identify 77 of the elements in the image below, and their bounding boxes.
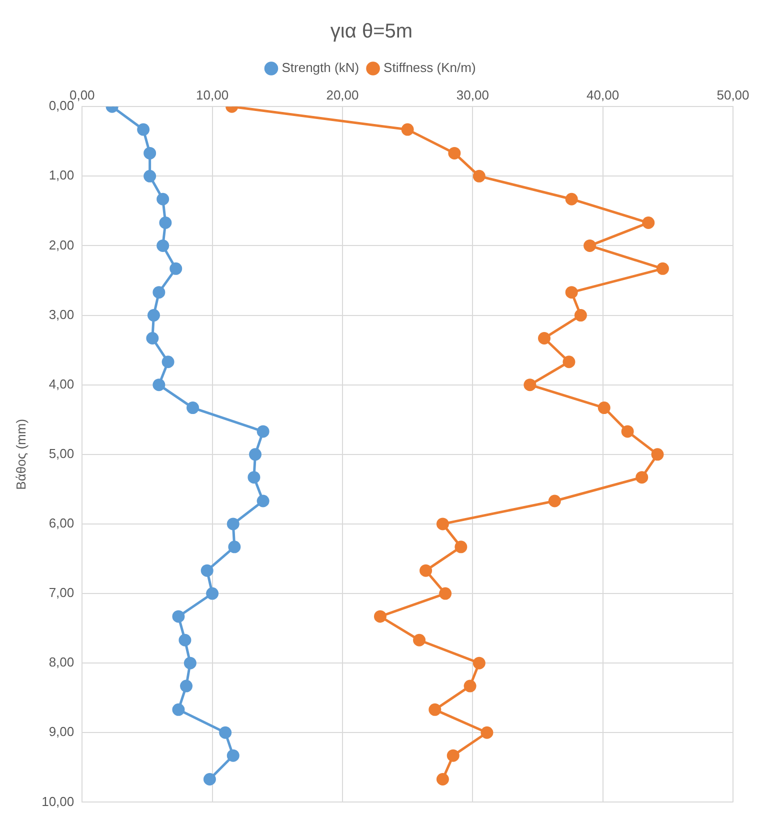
point	[159, 216, 172, 230]
x-tick-label: 10,00	[196, 87, 229, 102]
y-tick-label: 2,00	[48, 237, 74, 252]
point	[428, 703, 442, 716]
point	[472, 170, 486, 182]
x-tick-label: 30,00	[456, 87, 489, 102]
point	[156, 239, 170, 252]
point	[565, 286, 578, 299]
point	[464, 680, 476, 692]
y-tick-label: 3,00	[48, 306, 74, 322]
legend-label: Strength (kN)	[282, 60, 360, 76]
point	[448, 146, 461, 160]
point	[420, 564, 432, 577]
point	[436, 518, 449, 530]
point	[152, 286, 166, 299]
point	[219, 726, 232, 739]
point	[584, 239, 596, 252]
point	[248, 471, 260, 484]
legend-label: Stiffness (Kn/m)	[384, 60, 476, 76]
point	[147, 309, 160, 322]
y-tick-label: 9,00	[48, 724, 74, 740]
point	[170, 262, 182, 275]
point	[413, 634, 426, 646]
point	[454, 540, 468, 554]
point	[144, 170, 156, 182]
y-tick-label: 10,00	[42, 794, 74, 809]
point	[200, 564, 214, 577]
point	[401, 123, 414, 136]
point	[565, 192, 578, 206]
point	[172, 610, 185, 623]
point	[178, 634, 192, 646]
point	[172, 703, 185, 716]
point	[256, 425, 270, 438]
point	[574, 309, 587, 322]
x-tick-label: 40,00	[586, 87, 620, 102]
point	[206, 587, 219, 600]
point	[472, 656, 486, 670]
point	[156, 192, 170, 206]
point	[249, 448, 262, 461]
point	[642, 216, 655, 230]
y-tick-label: 1,00	[48, 168, 74, 183]
point	[203, 772, 216, 786]
point	[621, 425, 634, 438]
point	[144, 146, 156, 160]
point	[439, 587, 452, 600]
point	[226, 749, 240, 762]
y-tick-label: 6,00	[48, 516, 74, 531]
point	[562, 356, 576, 368]
y-tick-label: 8,00	[48, 654, 74, 670]
point	[162, 356, 174, 368]
y-tick-label: 7,00	[48, 585, 74, 600]
point	[146, 332, 159, 344]
point	[256, 494, 270, 508]
point	[446, 749, 460, 762]
chart-title: για θ=5m	[330, 20, 413, 43]
point	[184, 656, 196, 670]
point	[651, 448, 664, 461]
point	[538, 332, 550, 344]
point	[436, 772, 449, 786]
point	[374, 610, 386, 623]
point	[186, 402, 200, 414]
point	[656, 262, 669, 275]
point	[180, 680, 193, 692]
point	[226, 518, 240, 530]
y-tick-label: 4,00	[48, 376, 74, 392]
y-axis-title: Βάθος (mm)	[13, 418, 28, 490]
point	[598, 402, 610, 414]
point	[524, 378, 536, 392]
point	[480, 726, 494, 739]
y-tick-label: 5,00	[48, 446, 74, 461]
point	[228, 540, 241, 554]
x-tick-label: 50,00	[716, 87, 750, 102]
point	[137, 123, 150, 136]
point	[548, 494, 561, 508]
point	[636, 471, 648, 484]
point	[152, 378, 166, 392]
x-tick-label: 20,00	[326, 87, 359, 102]
